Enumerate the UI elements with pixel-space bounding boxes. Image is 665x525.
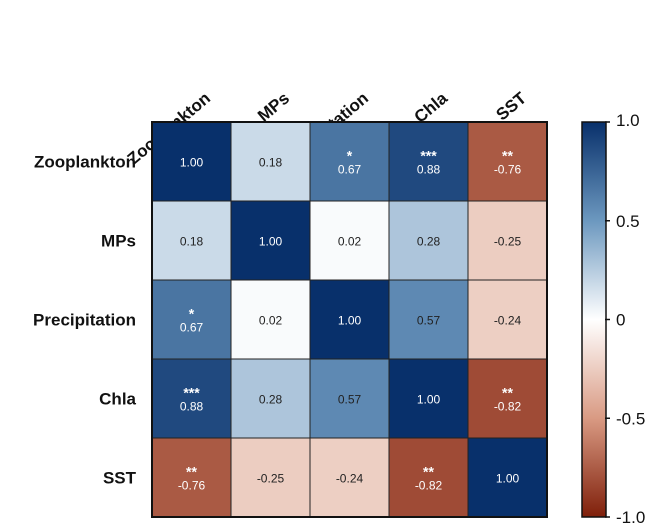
- column-label: MPs: [254, 89, 293, 126]
- cell-value-label: 0.02: [338, 235, 362, 249]
- cell-value-label: 1.00: [417, 393, 441, 407]
- cell-value-label: -0.82: [415, 479, 443, 493]
- heatmap-cell: [309, 121, 390, 202]
- significance-marker: **: [502, 385, 513, 401]
- heatmap-cell: [230, 279, 311, 360]
- significance-marker: **: [423, 464, 434, 480]
- column-label: Chla: [411, 88, 452, 127]
- heatmap-cell: [151, 437, 232, 518]
- colorbar-tick-label: 0: [616, 311, 625, 330]
- cell-value-label: 0.28: [417, 235, 441, 249]
- cell-value-label: 0.02: [259, 314, 283, 328]
- colorbar-tick-label: 0.5: [616, 212, 640, 231]
- heatmap-cell: [151, 279, 232, 360]
- heatmap-cell: [467, 279, 548, 360]
- column-label: SST: [493, 88, 531, 124]
- heatmap-cell: [388, 358, 469, 439]
- cell-value-label: 0.28: [259, 393, 283, 407]
- cell-value-label: 1.00: [496, 472, 520, 486]
- cell-value-label: 1.00: [180, 156, 204, 170]
- row-labels: Zooplankton MPs Precipitation Chla SST: [33, 153, 137, 488]
- colorbar-tick-label: -1.0: [616, 508, 645, 525]
- heatmap-cell: [309, 358, 390, 439]
- heatmap-cell: [230, 358, 311, 439]
- cell-value-label: 1.00: [259, 235, 283, 249]
- cell-value-label: -0.24: [336, 472, 364, 486]
- colorbar-tick-label: 1.0: [616, 111, 640, 130]
- cell-value-label: 0.57: [417, 314, 441, 328]
- heatmap-cells: 1.00 0.18 *0.67***0.88**-0.760.18 1.00 0.02 0…: [151, 121, 548, 518]
- cell-value-label: -0.25: [257, 472, 285, 486]
- heatmap-cell: [388, 437, 469, 518]
- row-label: MPs: [101, 232, 136, 251]
- heatmap-cell: [388, 200, 469, 281]
- heatmap-cell: [309, 279, 390, 360]
- significance-marker: ***: [420, 148, 437, 164]
- row-label: Zooplankton: [34, 153, 136, 172]
- cell-value-label: -0.25: [494, 235, 522, 249]
- heatmap-cell: [309, 437, 390, 518]
- cell-value-label: 0.18: [180, 235, 204, 249]
- heatmap-cell: [467, 358, 548, 439]
- cell-value-label: 0.88: [417, 163, 441, 177]
- cell-value-label: 0.88: [180, 400, 204, 414]
- heatmap-border: [151, 121, 548, 518]
- heatmap-cell: [230, 200, 311, 281]
- colorbar: 1.0 0.5 0 -0.5 -1.0: [581, 111, 645, 525]
- heatmap-cell: [388, 121, 469, 202]
- row-label: Precipitation: [33, 311, 136, 330]
- significance-marker: ***: [183, 385, 200, 401]
- colorbar-gradient: [581, 121, 607, 518]
- row-label: SST: [103, 469, 137, 488]
- cell-value-label: 0.67: [338, 163, 362, 177]
- cell-value-label: 1.00: [338, 314, 362, 328]
- cell-value-label: -0.24: [494, 314, 522, 328]
- cell-value-label: -0.76: [494, 163, 522, 177]
- colorbar-tick-label: -0.5: [616, 409, 645, 428]
- heatmap-cell: [467, 200, 548, 281]
- heatmap-cell: [388, 279, 469, 360]
- significance-marker: *: [347, 148, 353, 164]
- heatmap-cell: [309, 200, 390, 281]
- cell-value-label: 0.57: [338, 393, 362, 407]
- cell-value-label: 0.67: [180, 321, 204, 335]
- significance-marker: *: [189, 306, 195, 322]
- cell-value-label: -0.76: [178, 479, 206, 493]
- cell-value-label: 0.18: [259, 156, 283, 170]
- significance-marker: **: [502, 148, 513, 164]
- significance-marker: **: [186, 464, 197, 480]
- row-label: Chla: [99, 390, 136, 409]
- cell-value-label: -0.82: [494, 400, 522, 414]
